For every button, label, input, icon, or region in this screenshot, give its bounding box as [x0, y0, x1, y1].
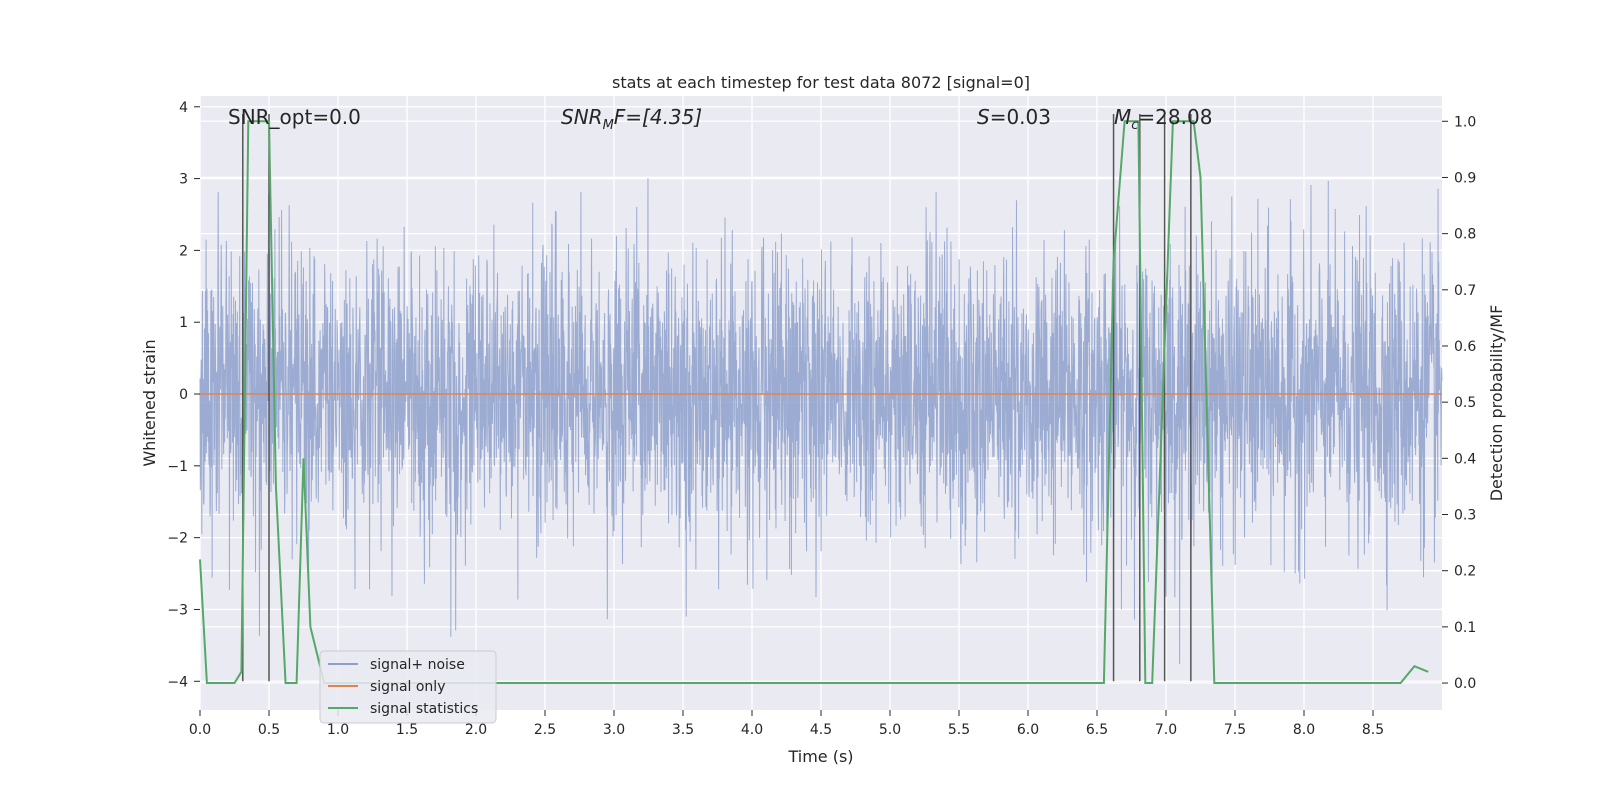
x-axis-label: Time (s)	[787, 747, 853, 766]
y-tick-label: 0	[179, 387, 188, 403]
x-tick-label: 5.0	[879, 722, 901, 738]
x-tick-label: 5.5	[948, 722, 970, 738]
x-tick-label: 4.5	[810, 722, 832, 738]
annotation-mc: Mc=28.08	[1114, 105, 1212, 133]
x-tick-label: 8.0	[1293, 722, 1315, 738]
x-tick-label: 1.0	[327, 722, 349, 738]
signal-statistics-series	[199, 120, 1429, 685]
y-tick-label: 1	[179, 315, 188, 331]
signal-noise-line	[199, 178, 1443, 664]
y-right-tick-label: 0.0	[1454, 676, 1476, 692]
x-tick-label: 2.5	[534, 722, 556, 738]
legend-box	[319, 650, 497, 724]
y-right-tick-label: 0.8	[1454, 227, 1476, 243]
x-tick-label: 7.5	[1224, 722, 1246, 738]
x-tick-label: 7.0	[1155, 722, 1177, 738]
y-right-tick-label: 0.1	[1454, 620, 1476, 636]
y-right-tick-label: 0.7	[1454, 283, 1476, 299]
y-axis-right-label: Detection probability/MF	[1487, 305, 1506, 502]
x-tick-label: 6.0	[1017, 722, 1039, 738]
y-tick-label: −2	[167, 531, 188, 547]
legend-label-signal-noise: signal+ noise	[370, 657, 465, 673]
y-right-tick-label: 0.5	[1454, 395, 1476, 411]
annotation-s: S=0.03	[977, 105, 1051, 129]
signal-statistics-line	[199, 120, 1429, 685]
annotation-snr-opt: SNR_opt=0.0	[228, 105, 361, 129]
y-tick-label: 2	[179, 243, 188, 259]
event-markers	[242, 113, 1192, 682]
x-tick-label: 1.5	[396, 722, 418, 738]
x-tick-labels: 0.0 0.5 1.0 1.5 2.0 2.5 3.0 3.5 4.0 4.5 5.0 5.5 6.0 6…	[189, 710, 1384, 738]
legend: signal+ noise signal only signal statist…	[319, 650, 497, 724]
chart-title: stats at each timestep for test data 807…	[612, 73, 1030, 92]
legend-label-signal-statistics: signal statistics	[370, 701, 478, 717]
x-tick-label: 0.5	[258, 722, 280, 738]
y-right-tick-label: 0.9	[1454, 170, 1476, 186]
y-right-tick-label: 0.3	[1454, 508, 1476, 524]
x-tick-label: 4.0	[741, 722, 763, 738]
y-right-tick-labels: 1.0 0.9 0.8 0.7 0.6 0.5 0.4 0.3 0.2 0.1 0.0	[1442, 114, 1476, 692]
y-tick-label: −3	[167, 602, 188, 618]
x-tick-label: 2.0	[465, 722, 487, 738]
y-right-tick-label: 1.0	[1454, 114, 1476, 130]
x-tick-label: 3.5	[672, 722, 694, 738]
y-right-tick-label: 0.6	[1454, 339, 1476, 355]
x-tick-label: 3.0	[603, 722, 625, 738]
y-right-tick-label: 0.4	[1454, 451, 1476, 467]
y-tick-label: −1	[167, 459, 188, 475]
x-tick-label: 8.5	[1362, 722, 1384, 738]
signal-noise-series	[199, 178, 1443, 664]
y-right-tick-label: 0.2	[1454, 564, 1476, 580]
y-tick-label: 4	[179, 100, 188, 116]
legend-label-signal-only: signal only	[370, 679, 445, 695]
y-tick-label: 3	[179, 172, 188, 188]
x-tick-label: 0.0	[189, 722, 211, 738]
annotation-snr-mf: SNRMF=[4.35]	[561, 105, 702, 133]
y-tick-label: −4	[167, 674, 188, 690]
y-tick-labels: 4 3 2 1 0 −1 −2 −3 −4	[167, 100, 200, 690]
x-tick-label: 6.5	[1086, 722, 1108, 738]
y-axis-label: Whitened strain	[140, 339, 159, 466]
